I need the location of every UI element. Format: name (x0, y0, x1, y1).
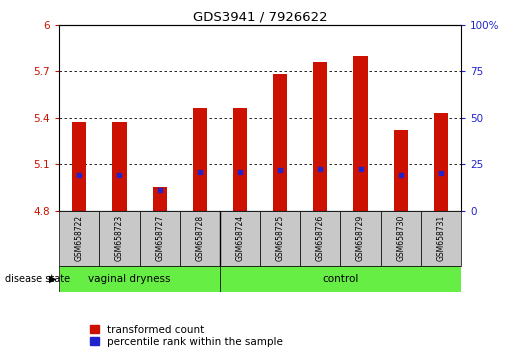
Text: GSM658723: GSM658723 (115, 215, 124, 261)
Text: GSM658728: GSM658728 (195, 215, 204, 261)
Text: vaginal dryness: vaginal dryness (88, 274, 171, 284)
Text: GSM658725: GSM658725 (276, 215, 285, 261)
Bar (72, 122, 87, 211)
Bar (353, 56, 368, 211)
Bar (393, 130, 408, 211)
Bar (140, 211, 180, 266)
Bar (260, 211, 300, 266)
Bar (193, 108, 207, 211)
Text: GSM658724: GSM658724 (235, 215, 245, 261)
Text: GSM658726: GSM658726 (316, 215, 325, 261)
Bar (220, 211, 260, 266)
Bar (220, 266, 461, 292)
Bar (59, 211, 99, 266)
Text: control: control (322, 274, 358, 284)
Text: GSM658729: GSM658729 (356, 215, 365, 261)
Bar (381, 211, 421, 266)
Bar (421, 211, 461, 266)
Bar (313, 62, 328, 211)
Text: ▶: ▶ (49, 274, 57, 284)
Text: GSM658730: GSM658730 (396, 215, 405, 261)
Bar (300, 211, 340, 266)
Bar (99, 211, 140, 266)
Bar (152, 187, 167, 211)
Bar (273, 74, 287, 211)
Bar (112, 122, 127, 211)
Text: GSM658722: GSM658722 (75, 215, 84, 261)
Bar (59, 266, 220, 292)
Title: GDS3941 / 7926622: GDS3941 / 7926622 (193, 11, 328, 24)
Text: GSM658727: GSM658727 (155, 215, 164, 261)
Text: GSM658731: GSM658731 (436, 215, 445, 261)
Bar (233, 108, 247, 211)
Bar (340, 211, 381, 266)
Text: disease state: disease state (5, 274, 70, 284)
Legend: transformed count, percentile rank within the sample: transformed count, percentile rank withi… (90, 325, 283, 347)
Bar (180, 211, 220, 266)
Bar (434, 113, 448, 211)
